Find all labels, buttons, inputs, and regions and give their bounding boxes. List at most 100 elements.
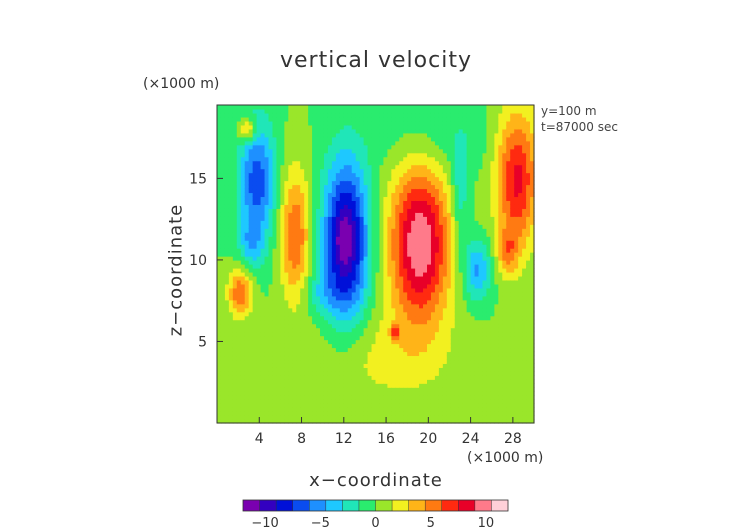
field-cell [312,260,317,265]
field-cell [240,267,246,273]
field-cell [264,172,270,178]
field-cell [252,267,258,273]
field-cell [347,184,353,190]
field-cell [442,228,448,233]
field-cell [335,116,341,122]
field-cell [363,216,369,221]
field-cell [304,256,309,261]
field-cell [399,271,404,277]
field-cell [375,419,381,424]
field-cell [347,295,353,301]
field-cell [228,148,234,154]
field-cell [343,415,349,420]
field-cell [355,105,361,110]
field-cell [320,264,325,269]
field-cell [288,407,293,412]
field-cell [458,148,464,154]
field-cell [240,335,246,341]
field-cell [312,168,317,174]
field-cell [300,387,305,392]
field-cell [220,216,226,221]
field-cell [304,128,309,134]
field-cell [256,216,262,221]
field-cell [220,116,226,122]
field-cell [284,252,289,257]
field-cell [430,291,436,297]
field-cell [248,343,254,349]
field-cell [371,228,377,233]
field-cell [383,335,388,341]
field-cell [403,319,408,325]
field-cell [454,248,460,253]
field-cell [454,140,460,146]
field-cell [427,244,432,249]
field-cell [427,351,432,357]
field-cell [395,112,400,118]
field-cell [379,208,385,213]
field-cell [347,419,353,424]
field-cell [427,315,432,321]
field-cell [240,156,246,162]
field-cell [411,188,416,194]
field-cell [375,339,381,345]
field-cell [240,355,246,361]
field-cell [236,415,242,420]
field-cell [379,212,385,217]
field-cell [454,335,460,341]
field-cell [419,180,424,186]
field-cell [438,156,444,162]
field-cell [300,267,305,273]
field-cell [427,379,432,384]
field-cell [339,164,345,170]
field-cell [335,176,341,182]
field-cell [407,204,412,209]
field-cell [415,379,420,384]
field-cell [323,220,329,225]
field-cell [280,120,285,126]
x-unit-label: (×1000 m) [467,450,544,466]
field-cell [331,105,337,110]
field-cell [446,279,452,285]
field-cell [240,391,246,396]
field-cell [462,331,468,337]
field-cell [280,192,285,198]
field-cell [407,303,412,309]
field-cell [427,359,432,364]
field-cell [292,303,297,309]
field-cell [434,184,440,190]
field-cell [256,391,262,396]
field-cell [236,204,242,209]
field-cell [320,232,325,237]
field-cell [403,403,408,408]
field-cell [454,395,460,400]
field-cell [450,295,456,301]
field-cell [383,339,388,345]
field-cell [438,248,444,253]
field-cell [236,112,242,118]
field-cell [438,383,444,388]
field-cell [331,291,337,297]
field-cell [331,343,337,349]
field-cell [268,359,274,364]
field-cell [415,180,420,186]
field-cell [316,367,321,372]
field-cell [272,112,278,118]
field-cell [371,419,377,424]
field-cell [367,363,373,368]
field-cell [355,208,361,213]
field-cell [438,152,444,158]
field-cell [367,240,373,245]
field-cell [217,319,222,325]
field-cell [339,343,345,349]
field-cell [268,299,274,305]
field-cell [375,407,381,412]
field-cell [292,116,297,122]
field-cell [391,375,396,380]
field-cell [387,260,392,265]
field-cell [327,108,333,114]
field-cell [320,192,325,198]
field-cell [331,395,337,400]
field-cell [359,379,365,384]
field-cell [236,395,242,400]
field-cell [347,343,353,349]
